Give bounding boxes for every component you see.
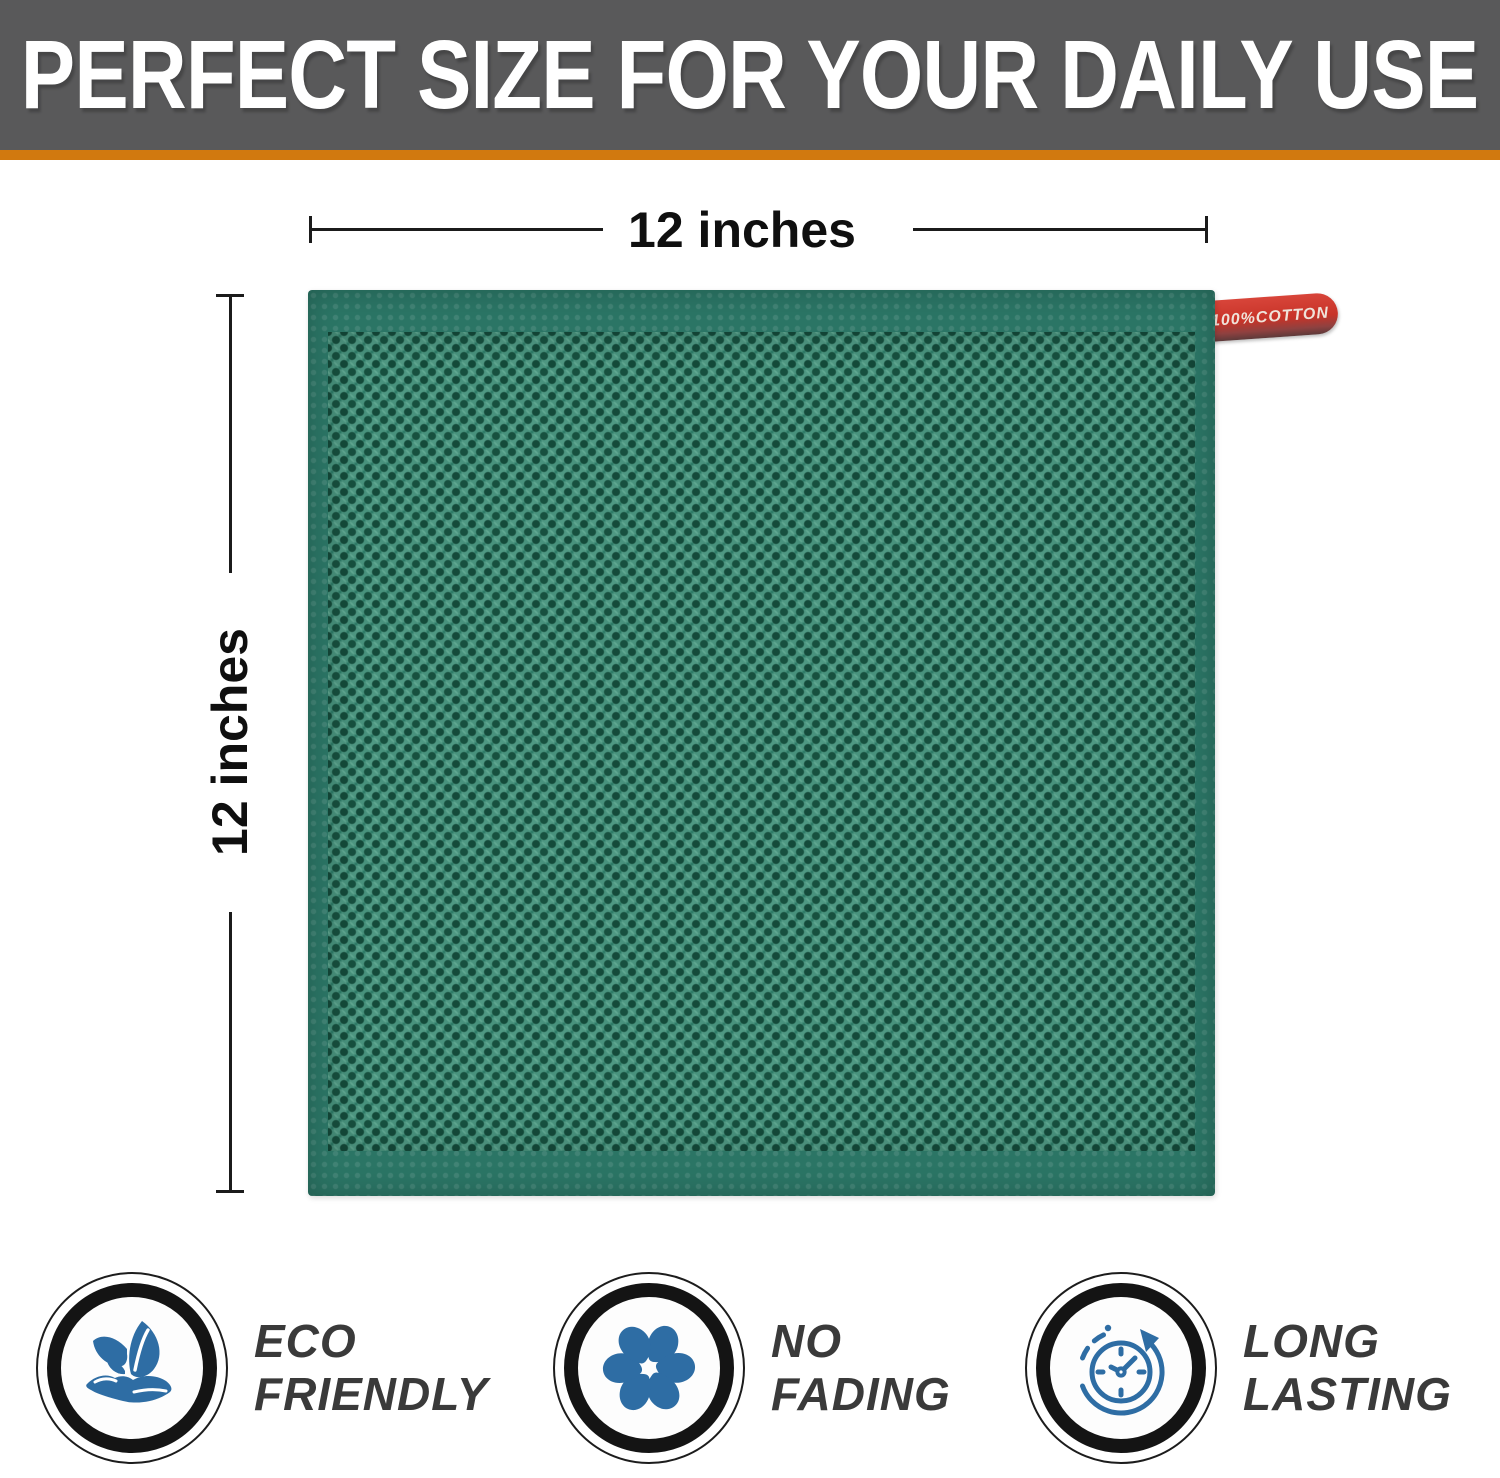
height-dimension-tick-bottom xyxy=(216,1190,244,1193)
hand-leaf-icon xyxy=(86,1321,172,1403)
eco-friendly-badge xyxy=(36,1272,228,1464)
feature-no-fading-label: NO FADING xyxy=(771,1315,951,1422)
feature-no-fading: NO FADING xyxy=(553,1272,951,1464)
feature-no-fading-line1: NO xyxy=(771,1314,842,1367)
no-fading-badge-inner xyxy=(564,1283,734,1453)
eco-friendly-badge-inner xyxy=(47,1283,217,1453)
dish-cloth-photo xyxy=(308,290,1215,1196)
height-dimension-tick-top xyxy=(216,294,244,297)
feature-long-lasting-label: LONG LASTING xyxy=(1243,1315,1452,1422)
width-dimension-label: 12 inches xyxy=(628,202,856,258)
feature-eco-friendly-line2: FRIENDLY xyxy=(254,1368,489,1420)
pinwheel-icon xyxy=(599,1321,699,1415)
height-dimension-line-bottom xyxy=(229,912,232,1190)
fabric-tag-label: 100%COTTON xyxy=(1210,304,1330,330)
accent-stripe xyxy=(0,150,1500,160)
long-lasting-badge-inner xyxy=(1036,1283,1206,1453)
page-title: PERFECT SIZE FOR YOUR DAILY USE xyxy=(21,20,1479,129)
height-dimension-label: 12 inches xyxy=(202,628,258,856)
long-lasting-badge xyxy=(1025,1272,1217,1464)
feature-no-fading-line2: FADING xyxy=(771,1368,951,1420)
width-dimension-tick-right xyxy=(1205,216,1208,243)
feature-long-lasting-line2: LASTING xyxy=(1243,1368,1452,1420)
feature-eco-friendly-label: ECO FRIENDLY xyxy=(254,1315,489,1422)
feature-long-lasting: LONG LASTING xyxy=(1025,1272,1452,1464)
width-dimension-line-left xyxy=(311,228,603,231)
width-dimension-line-right xyxy=(913,228,1205,231)
width-dimension-tick-left xyxy=(309,216,312,243)
clock-refresh-icon xyxy=(1080,1324,1165,1416)
waffle-weave-texture xyxy=(328,332,1195,1151)
feature-eco-friendly: ECO FRIENDLY xyxy=(36,1272,489,1464)
height-dimension-line-top xyxy=(229,296,232,573)
header-banner: PERFECT SIZE FOR YOUR DAILY USE xyxy=(0,0,1500,150)
feature-long-lasting-line1: LONG xyxy=(1243,1314,1380,1367)
no-fading-badge xyxy=(553,1272,745,1464)
feature-eco-friendly-line1: ECO xyxy=(254,1314,357,1367)
